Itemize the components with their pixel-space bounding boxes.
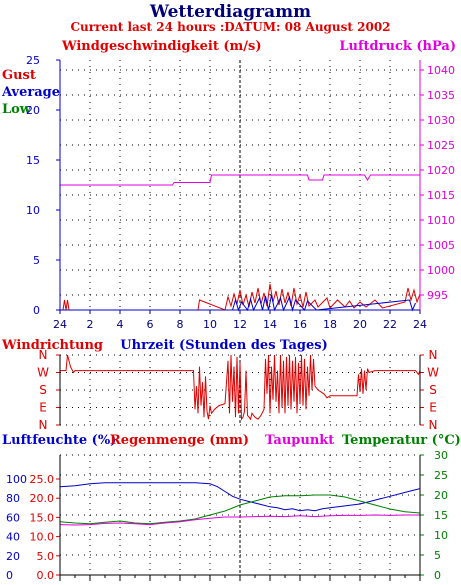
hour-tick-label: 24 bbox=[53, 318, 67, 331]
climate-chart-series bbox=[59, 482, 421, 526]
humidity-axis-label: Luftfeuchte (%) bbox=[2, 433, 116, 448]
pressure-series-line bbox=[60, 174, 420, 186]
average-series-line bbox=[232, 294, 416, 312]
hour-tick-label: 12 bbox=[233, 318, 247, 331]
direction-tick-label-right: E bbox=[429, 401, 437, 415]
temperature-tick-label: 10 bbox=[434, 529, 448, 542]
humidity-temperature-chart: Luftfeuchte (%) Regenmenge (mm) Taupunkt… bbox=[2, 433, 461, 582]
hour-tick-label: 14 bbox=[263, 318, 277, 331]
humidity-tick-label: 80 bbox=[6, 492, 20, 505]
wind-direction-chart: Windrichtung Uhrzeit (Stunden des Tages)… bbox=[1, 338, 439, 432]
wind-speed-tick-label: 20 bbox=[26, 104, 40, 117]
wind-chart-ticks: 0510152025995100010051010101510201025103… bbox=[26, 54, 455, 331]
hour-tick-label: 18 bbox=[323, 318, 337, 331]
hour-tick-label: 2 bbox=[87, 318, 94, 331]
humidity-tick-label: 60 bbox=[6, 511, 20, 524]
dew-point-label: Taupunkt bbox=[265, 433, 334, 448]
temperature-tick-label: 25 bbox=[434, 469, 448, 482]
wind-speed-axis-label: Windgeschwindigkeit (m/s) bbox=[61, 39, 261, 54]
temperature-tick-label: 5 bbox=[434, 549, 441, 562]
direction-tick-label-left: N bbox=[39, 418, 48, 432]
pressure-tick-label: 1040 bbox=[427, 64, 455, 77]
climate-chart-ticks: 0 20 40 60 80 100 0.0 5.0 10.0 15.0 20.0 25.0 0 5 10 15… bbox=[6, 449, 448, 582]
legend-gust: Gust bbox=[2, 68, 36, 83]
temperature-tick-label: 30 bbox=[434, 449, 448, 462]
hour-tick-label: 4 bbox=[117, 318, 124, 331]
humidity-tick-label: 100 bbox=[6, 473, 27, 486]
pressure-tick-label: 1025 bbox=[427, 139, 455, 152]
legend-average: Average bbox=[1, 85, 60, 100]
wind-speed-tick-label: 15 bbox=[26, 154, 40, 167]
page-title: Wetterdiagramm bbox=[149, 2, 312, 22]
pressure-tick-label: 1020 bbox=[427, 164, 455, 177]
legend-low: Low bbox=[2, 102, 32, 117]
pressure-tick-label: 1010 bbox=[427, 214, 455, 227]
humidity-tick-label: 40 bbox=[6, 531, 20, 544]
humidity-tick-label: 20 bbox=[6, 550, 20, 563]
wind-chart-series bbox=[60, 174, 421, 312]
direction-tick-label-right: N bbox=[429, 348, 438, 362]
temperature-series-line bbox=[59, 494, 421, 525]
page-subtitle: Current last 24 hours :DATUM: 08 August … bbox=[70, 20, 391, 34]
wind-speed-tick-label: 5 bbox=[33, 254, 40, 267]
direction-tick-label-left: W bbox=[37, 366, 49, 380]
wind-speed-tick-label: 10 bbox=[26, 204, 40, 217]
rain-tick-label: 5.0 bbox=[37, 550, 55, 563]
x-axis-title: Uhrzeit (Stunden des Tages) bbox=[120, 338, 327, 353]
hour-tick-label: 8 bbox=[177, 318, 184, 331]
direction-tick-label-left: E bbox=[39, 401, 47, 415]
wind-direction-label: Windrichtung bbox=[1, 338, 103, 353]
temperature-axis-label: Temperatur (°C) bbox=[342, 433, 461, 448]
wind-speed-tick-label: 0 bbox=[33, 304, 40, 317]
pressure-tick-label: 1015 bbox=[427, 189, 455, 202]
rain-tick-label: 25.0 bbox=[30, 473, 55, 486]
rain-tick-label: 20.0 bbox=[30, 492, 55, 505]
hour-tick-label: 24 bbox=[413, 318, 427, 331]
pressure-tick-label: 1005 bbox=[427, 239, 455, 252]
hour-tick-label: 6 bbox=[147, 318, 154, 331]
direction-tick-label-right: N bbox=[429, 418, 438, 432]
gust-series-line bbox=[62, 283, 421, 311]
direction-tick-label-left: S bbox=[39, 383, 47, 397]
rain-tick-label: 15.0 bbox=[30, 511, 55, 524]
pressure-tick-label: 1000 bbox=[427, 264, 455, 277]
dew-point-series-line bbox=[59, 514, 420, 526]
wind-pressure-chart: Windgeschwindigkeit (m/s) Luftdruck (hPa… bbox=[1, 39, 456, 331]
humidity-series-line bbox=[59, 482, 421, 512]
direction-tick-label-right: S bbox=[429, 383, 437, 397]
hour-tick-label: 20 bbox=[353, 318, 367, 331]
direction-tick-label-left: N bbox=[39, 348, 48, 362]
pressure-tick-label: 1035 bbox=[427, 89, 455, 102]
hour-tick-label: 22 bbox=[383, 318, 397, 331]
temperature-tick-label: 0 bbox=[434, 569, 441, 582]
humidity-tick-label: 0 bbox=[6, 569, 13, 582]
direction-chart-series bbox=[60, 354, 421, 421]
wind-chart-grid bbox=[59, 60, 421, 310]
temperature-tick-label: 20 bbox=[434, 489, 448, 502]
rain-axis-label: Regenmenge (mm) bbox=[110, 433, 249, 448]
direction-chart-ticks: N NW WS SE EN N bbox=[37, 348, 439, 432]
direction-tick-label-right: W bbox=[427, 366, 439, 380]
pressure-tick-label: 1030 bbox=[427, 114, 455, 127]
wind-speed-tick-label: 25 bbox=[26, 54, 40, 67]
pressure-axis-label: Luftdruck (hPa) bbox=[339, 39, 456, 54]
hour-tick-label: 10 bbox=[203, 318, 217, 331]
rain-tick-label: 10.0 bbox=[30, 531, 55, 544]
rain-tick-label: 0.0 bbox=[37, 569, 55, 582]
pressure-tick-label: 995 bbox=[427, 289, 448, 302]
temperature-tick-label: 15 bbox=[434, 509, 448, 522]
hour-tick-label: 16 bbox=[293, 318, 307, 331]
wind-direction-series-line bbox=[60, 354, 421, 421]
